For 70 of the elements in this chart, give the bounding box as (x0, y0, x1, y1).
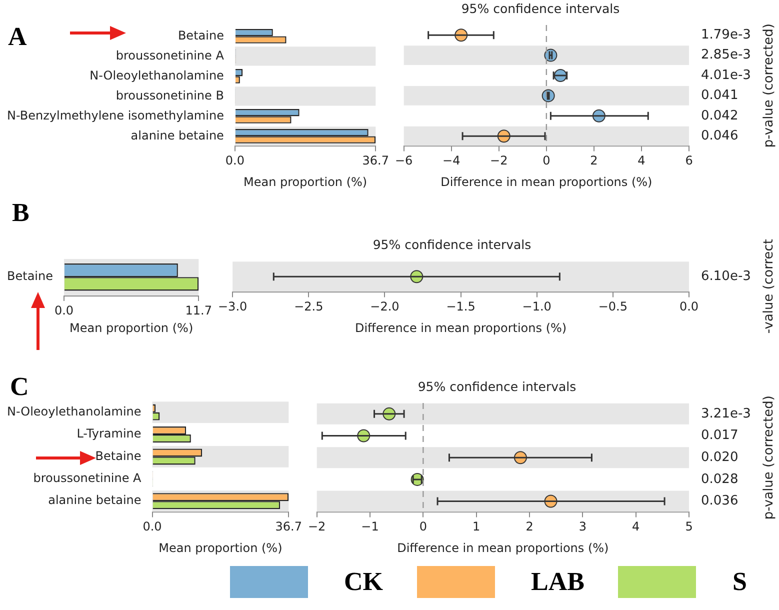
text: 0.017 (701, 428, 738, 444)
y-tick-label: alanine betaine (48, 493, 142, 508)
text: 6.10e-3 (701, 268, 751, 284)
x-axis-title: Difference in mean proportions (%) (440, 174, 652, 189)
x-tick-label: −0.5 (598, 300, 628, 314)
y2-axis-title: -value (correct (761, 239, 776, 334)
text: 0.046 (701, 128, 738, 144)
y-tick-label: broussonetinine B (116, 88, 224, 102)
chart-title: B (12, 198, 30, 228)
x-tick-label: 2 (590, 154, 598, 168)
text: A (8, 22, 27, 52)
x-tick-label: 4 (632, 520, 640, 534)
text: 0.041 (701, 88, 738, 104)
y-tick-label: alanine betaine (130, 128, 224, 142)
x-tick-label: 3 (578, 520, 586, 534)
text: 1.79e-3 (701, 27, 751, 42)
legend-label: S (732, 567, 747, 597)
x-axis-title: Mean proportion (%) (243, 174, 368, 189)
y-tick-label: N-Oleoylethanolamine (90, 68, 224, 82)
x-tick-label: 6 (685, 154, 693, 168)
text: 2.85e-3 (701, 48, 751, 63)
x-tick-label: 1 (472, 520, 480, 534)
x-tick-label: −6 (394, 154, 413, 168)
legend-label: CK (344, 567, 383, 597)
text: 3.21e-3 (701, 406, 751, 422)
x-tick-label: 0 (419, 520, 427, 534)
x-tick-label: 2 (526, 520, 534, 534)
x-tick-label: 0.0 (54, 303, 74, 318)
y-tick-label: Betaine (178, 28, 224, 42)
y-tick-label: N-Benzylmethylene isomethylamine (6, 108, 224, 122)
x-tick-label: 36.7 (362, 154, 389, 168)
text: 0.036 (701, 494, 738, 509)
x-tick-label: 0.0 (679, 300, 699, 314)
y-tick-label: broussonetinine A (116, 48, 225, 62)
x-tick-label: −4 (442, 154, 460, 168)
x-tick-label: 4 (638, 154, 646, 168)
x-tick-label: −1.0 (522, 300, 552, 314)
x-tick-label: 5 (685, 520, 693, 534)
x-tick-label: −2 (490, 154, 508, 168)
text: 4.01e-3 (701, 68, 751, 83)
x-tick-label: 0 (542, 154, 550, 168)
legend-label: LAB (531, 567, 584, 597)
text: 0.020 (701, 450, 738, 465)
y-tick-label: Betaine (95, 448, 142, 463)
y-tick-label: broussonetinine A (33, 471, 142, 486)
y2-axis-title: p-value (corrected) (761, 396, 776, 520)
y-tick-label: L-Tyramine (76, 426, 142, 441)
chart-title: 95% confidence intervals (372, 236, 532, 252)
x-tick-label: −3.0 (218, 300, 248, 314)
x-tick-label: 0.0 (225, 154, 244, 168)
x-tick-label: −2.0 (370, 300, 400, 314)
x-axis-title: Difference in mean proportions (%) (354, 320, 567, 335)
x-axis-title: Difference in mean proportions (%) (397, 540, 609, 555)
text: 0.042 (701, 108, 738, 124)
x-axis-title: Mean proportion (%) (158, 540, 282, 555)
text: 0.028 (701, 472, 738, 487)
x-tick-label: 0.0 (142, 520, 162, 534)
x-tick-label: −1 (361, 520, 379, 534)
x-tick-label: 11.7 (185, 303, 212, 318)
x-tick-label: −1.5 (446, 300, 476, 314)
chart-title: 95% confidence intervals (418, 378, 576, 394)
x-axis-title: Mean proportion (%) (70, 320, 194, 335)
x-tick-label: −2 (308, 520, 326, 534)
y-tick-label: Betaine (6, 269, 53, 284)
chart-title: 95% confidence intervals (461, 0, 620, 16)
y-tick-label: N-Oleoylethanolamine (6, 404, 142, 418)
y2-axis-title: p-value (corrected) (761, 24, 776, 148)
chart-title: C (10, 372, 29, 402)
x-tick-label: −2.5 (294, 300, 324, 314)
x-tick-label: 36.7 (275, 520, 302, 534)
